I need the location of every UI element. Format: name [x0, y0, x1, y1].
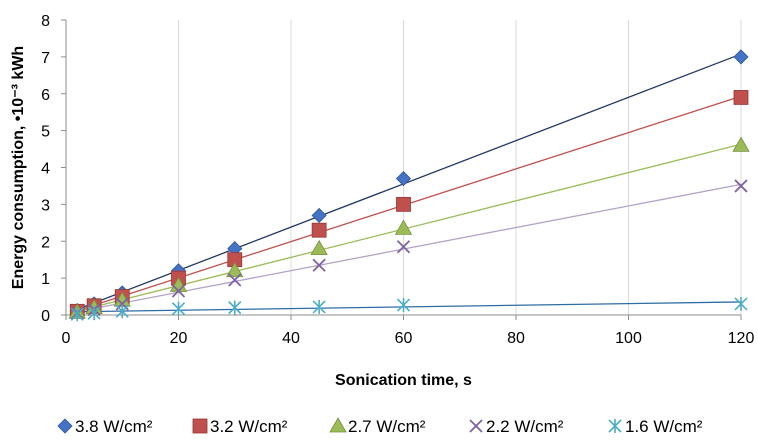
y-tick-label: 6: [41, 87, 50, 104]
data-point-series-3: [732, 136, 750, 152]
trendline-series-1: [77, 53, 742, 310]
data-point-series-2: [733, 90, 749, 105]
y-tick-label: 1: [41, 271, 50, 288]
y-tick-label: 4: [41, 161, 50, 178]
y-tick-label: 7: [41, 50, 50, 67]
data-point-series-4: [312, 258, 326, 272]
data-point-series-4: [734, 179, 748, 193]
data-point-series-4: [228, 273, 242, 287]
data-point-series-5: [312, 299, 326, 314]
x-tick-labels: 0 20 40 60 80 100 120: [62, 330, 755, 347]
x-tick-label: 80: [507, 330, 525, 347]
legend-marker-2: [192, 418, 208, 434]
x-tick-label: 60: [395, 330, 413, 347]
grid: [178, 20, 742, 315]
legend-marker-5: [608, 419, 622, 433]
y-axis-title: Energy consumption, •10⁻³ kWh: [10, 46, 27, 289]
data-point-series-5: [228, 300, 242, 315]
trendlines: [77, 53, 742, 313]
legend-label-4: 2.2 W/cm²: [486, 417, 564, 436]
data-point-series-5: [87, 306, 101, 321]
legend-label-3: 2.7 W/cm²: [348, 417, 426, 436]
data-point-series-4: [171, 284, 186, 298]
data-point-series-5: [70, 307, 84, 322]
legend-label-1: 3.8 W/cm²: [75, 417, 153, 436]
markers: [68, 49, 750, 322]
x-tick-label: 100: [615, 330, 642, 347]
data-point-series-5: [115, 304, 129, 319]
y-tick-label: 8: [41, 13, 50, 30]
y-tick-label: 5: [41, 124, 50, 141]
legend-marker-1: [57, 418, 73, 434]
legend-marker-3: [329, 417, 347, 433]
data-point-series-1: [311, 207, 327, 224]
x-tick-label: 0: [62, 330, 71, 347]
data-point-series-5: [171, 301, 186, 316]
y-tick-labels: 0 1 2 3 4 5 6 7 8: [41, 13, 50, 325]
data-point-series-3: [310, 239, 328, 256]
legend-marker-4: [469, 419, 483, 433]
trendline-series-5: [77, 301, 742, 313]
x-tick-label: 120: [728, 330, 755, 347]
data-point-series-2: [396, 196, 411, 212]
legend-label-5: 1.6 W/cm²: [625, 417, 703, 436]
legend: 3.8 W/cm² 3.2 W/cm² 2.7 W/cm² 2.2 W/cm² 1.6 …: [57, 417, 703, 436]
data-point-series-3: [226, 261, 244, 278]
y-tick-label: 2: [41, 234, 50, 251]
data-point-series-5: [396, 298, 411, 313]
data-point-series-5: [734, 296, 748, 311]
x-axis-title: Sonication time, s: [335, 372, 472, 389]
legend-label-2: 3.2 W/cm²: [210, 417, 288, 436]
data-point-series-3: [394, 219, 413, 235]
y-tick-label: 3: [41, 197, 50, 214]
x-tick-label: 40: [282, 330, 300, 347]
x-tick-label: 20: [170, 330, 188, 347]
data-point-series-4: [396, 240, 411, 254]
trendline-series-4: [77, 183, 742, 313]
y-tick-label: 0: [41, 308, 50, 325]
trendline-series-3: [77, 143, 742, 312]
data-point-series-2: [311, 222, 327, 238]
data-point-series-1: [395, 170, 412, 187]
data-point-series-1: [733, 49, 749, 65]
